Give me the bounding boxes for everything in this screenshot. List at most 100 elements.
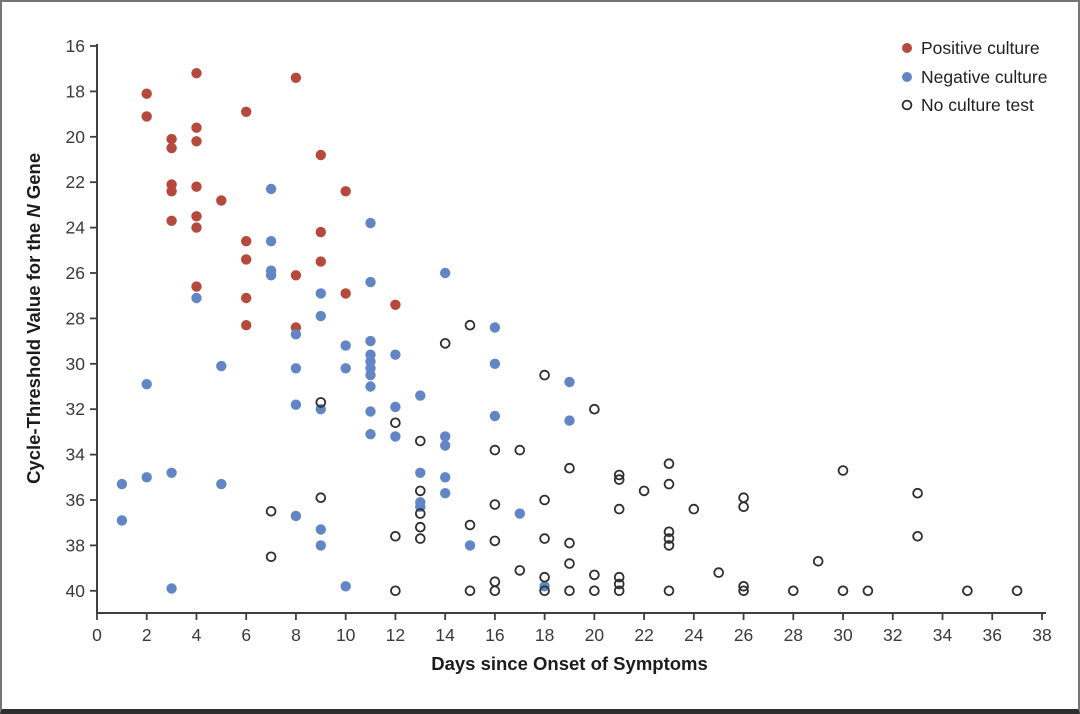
- data-point-positive: [191, 222, 202, 233]
- data-point-positive: [191, 281, 202, 292]
- data-point-no-culture: [464, 319, 476, 331]
- data-point-no-culture: [489, 535, 501, 547]
- x-tick-label: 24: [684, 625, 704, 645]
- data-point-negative: [116, 478, 128, 490]
- data-point-no-culture: [390, 585, 401, 597]
- data-point-negative: [191, 292, 202, 304]
- data-point-no-culture: [265, 551, 277, 563]
- data-point-no-culture: [738, 492, 749, 504]
- data-point-negative: [290, 399, 302, 410]
- x-tick-label: 36: [983, 625, 1002, 645]
- data-point-positive: [290, 270, 302, 281]
- data-point-positive: [191, 136, 202, 147]
- data-point-no-culture: [390, 417, 401, 429]
- data-point-no-culture: [514, 444, 526, 456]
- data-point-no-culture: [613, 503, 625, 515]
- data-point-negative: [440, 472, 451, 483]
- data-point-negative: [315, 288, 326, 299]
- data-point-no-culture: [738, 501, 749, 513]
- x-tick-label: 30: [833, 625, 853, 645]
- data-point-no-culture: [539, 533, 550, 544]
- data-point-negative: [489, 322, 501, 333]
- x-tick-label: 28: [784, 625, 803, 645]
- data-point-negative: [390, 401, 401, 413]
- data-point-negative: [290, 329, 302, 340]
- legend-label: No culture test: [921, 95, 1034, 115]
- data-point-negative: [265, 270, 277, 281]
- data-point-no-culture: [390, 530, 401, 542]
- data-point-no-culture: [539, 369, 550, 381]
- y-tick-label: 20: [66, 127, 86, 147]
- x-tick-label: 8: [291, 625, 301, 645]
- x-tick-label: 34: [933, 625, 953, 645]
- data-point-negative: [315, 310, 326, 322]
- data-point-no-culture: [663, 478, 675, 490]
- y-tick-label: 18: [66, 81, 85, 101]
- x-axis-title: Days since Onset of Symptoms: [431, 653, 708, 674]
- data-point-negative: [141, 379, 152, 390]
- data-point-no-culture: [613, 571, 625, 583]
- x-tick-label: 10: [336, 625, 356, 645]
- legend-marker-icon: [902, 72, 912, 82]
- data-point-no-culture: [713, 567, 724, 578]
- data-point-no-culture: [564, 558, 575, 569]
- y-tick-label: 16: [66, 36, 85, 56]
- data-point-no-culture: [1011, 585, 1023, 597]
- data-point-positive: [315, 256, 326, 267]
- y-tick-label: 30: [66, 354, 86, 374]
- data-point-negative: [464, 540, 476, 551]
- data-point-no-culture: [489, 576, 501, 587]
- data-point-negative: [440, 440, 451, 451]
- data-point-negative: [365, 276, 376, 288]
- data-point-negative: [315, 524, 326, 535]
- data-point-no-culture: [663, 540, 675, 551]
- x-tick-label: 0: [92, 625, 102, 645]
- y-tick-label: 40: [66, 581, 86, 601]
- data-point-no-culture: [962, 585, 973, 597]
- data-point-negative: [564, 376, 575, 388]
- data-point-positive: [141, 111, 152, 122]
- data-point-positive: [216, 195, 227, 206]
- y-tick-label: 28: [66, 308, 85, 328]
- data-point-no-culture: [464, 585, 476, 597]
- data-point-negative: [365, 381, 376, 392]
- data-point-no-culture: [315, 397, 327, 408]
- data-point-negative: [166, 583, 177, 594]
- data-point-no-culture: [265, 505, 277, 517]
- data-point-negative: [116, 515, 128, 526]
- data-point-negative: [365, 217, 376, 229]
- data-point-negative: [415, 467, 426, 478]
- y-tick-label: 34: [66, 445, 86, 465]
- legend-marker-icon: [902, 43, 912, 53]
- data-point-negative: [340, 340, 351, 351]
- data-point-no-culture: [464, 519, 476, 531]
- data-point-no-culture: [837, 585, 849, 597]
- data-point-positive: [241, 106, 252, 118]
- data-point-no-culture: [638, 485, 650, 497]
- data-point-negative: [390, 431, 401, 442]
- data-point-no-culture: [613, 578, 625, 590]
- data-point-positive: [166, 142, 177, 154]
- data-point-no-culture: [688, 503, 700, 515]
- data-point-negative: [489, 358, 501, 369]
- data-point-no-culture: [589, 569, 600, 581]
- data-point-negative: [365, 429, 376, 440]
- data-point-negative: [390, 349, 401, 360]
- data-point-no-culture: [663, 533, 675, 544]
- data-point-negative: [415, 390, 426, 401]
- data-point-no-culture: [414, 508, 426, 519]
- y-tick-label: 36: [66, 490, 85, 510]
- data-point-negative: [315, 540, 326, 551]
- data-point-negative: [365, 406, 376, 417]
- legend-label: Positive culture: [921, 38, 1040, 58]
- y-tick-label: 22: [66, 172, 85, 192]
- data-point-no-culture: [663, 526, 675, 538]
- x-tick-label: 6: [241, 625, 251, 645]
- data-point-no-culture: [414, 533, 426, 544]
- data-point-positive: [141, 88, 152, 99]
- data-point-negative: [365, 335, 376, 347]
- legend-marker-icon: [901, 99, 913, 111]
- data-point-no-culture: [414, 521, 426, 533]
- y-tick-label: 32: [66, 399, 85, 419]
- x-tick-label: 4: [192, 625, 202, 645]
